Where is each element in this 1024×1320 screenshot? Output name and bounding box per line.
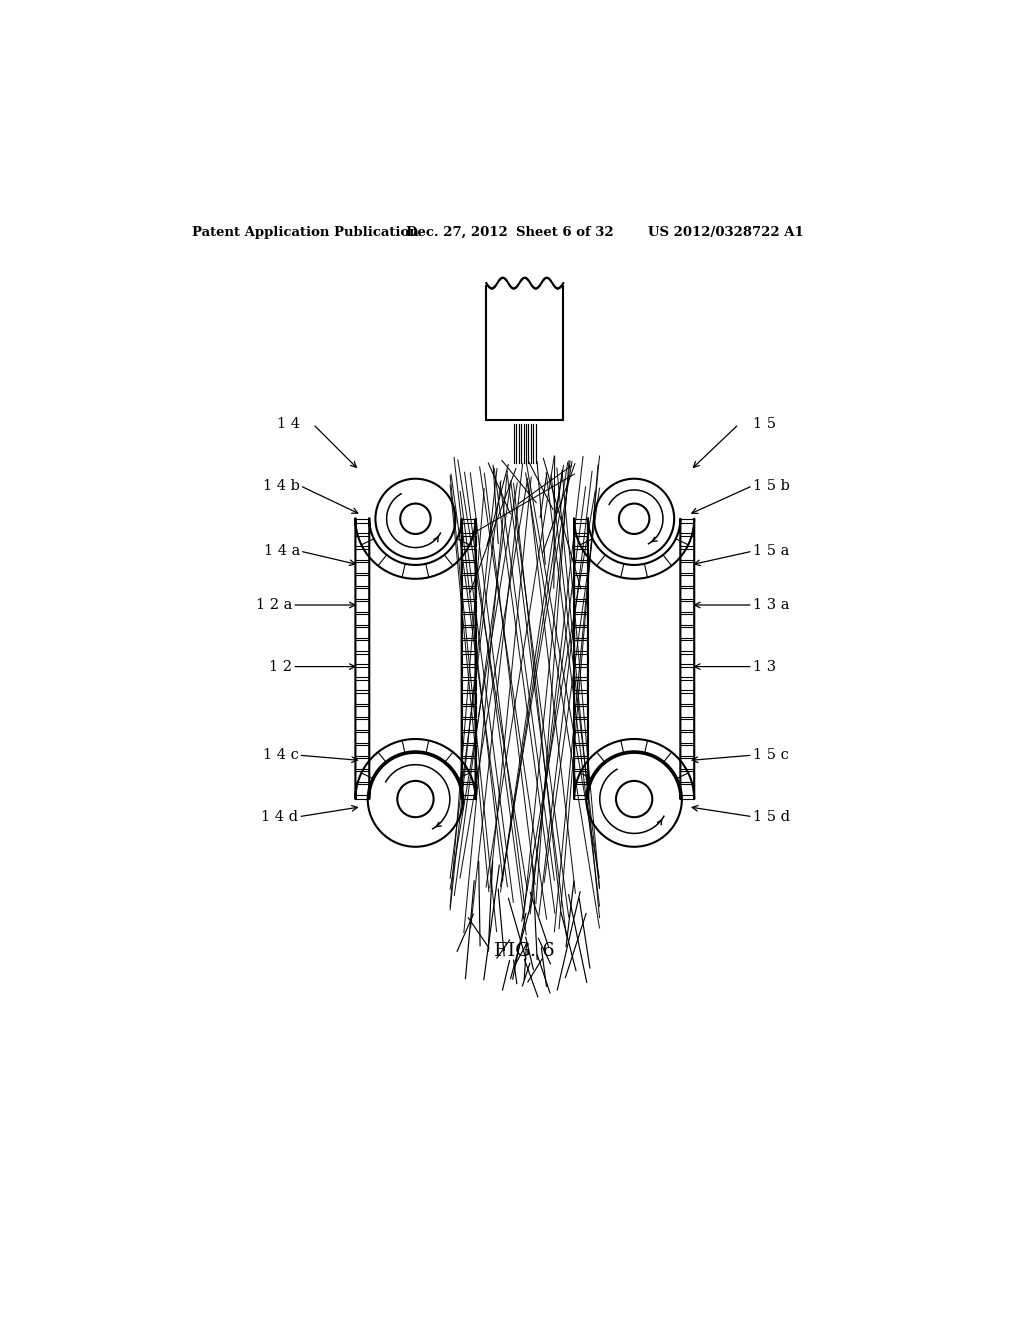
Text: 1 4 d: 1 4 d	[261, 809, 298, 824]
Text: 1 4 c: 1 4 c	[262, 748, 298, 762]
Text: 1 5 a: 1 5 a	[753, 544, 790, 558]
Text: 1 5: 1 5	[753, 417, 776, 432]
Text: 1 4 a: 1 4 a	[263, 544, 300, 558]
Text: 1 4: 1 4	[276, 417, 300, 432]
Text: US 2012/0328722 A1: US 2012/0328722 A1	[648, 226, 804, 239]
Text: 1 5 b: 1 5 b	[753, 479, 790, 492]
Text: 1 4 b: 1 4 b	[263, 479, 300, 492]
Text: 1 3: 1 3	[753, 660, 776, 673]
Text: 1 5 d: 1 5 d	[753, 809, 790, 824]
Text: 1 3 a: 1 3 a	[753, 598, 790, 612]
Text: 1 2: 1 2	[269, 660, 292, 673]
Text: 1 5 c: 1 5 c	[753, 748, 788, 762]
Text: Patent Application Publication: Patent Application Publication	[193, 226, 419, 239]
Text: 1 2 a: 1 2 a	[256, 598, 292, 612]
Bar	[486, 284, 563, 420]
Text: Sheet 6 of 32: Sheet 6 of 32	[515, 226, 613, 239]
Text: Dec. 27, 2012: Dec. 27, 2012	[407, 226, 508, 239]
Text: FIG. 6: FIG. 6	[495, 942, 555, 961]
